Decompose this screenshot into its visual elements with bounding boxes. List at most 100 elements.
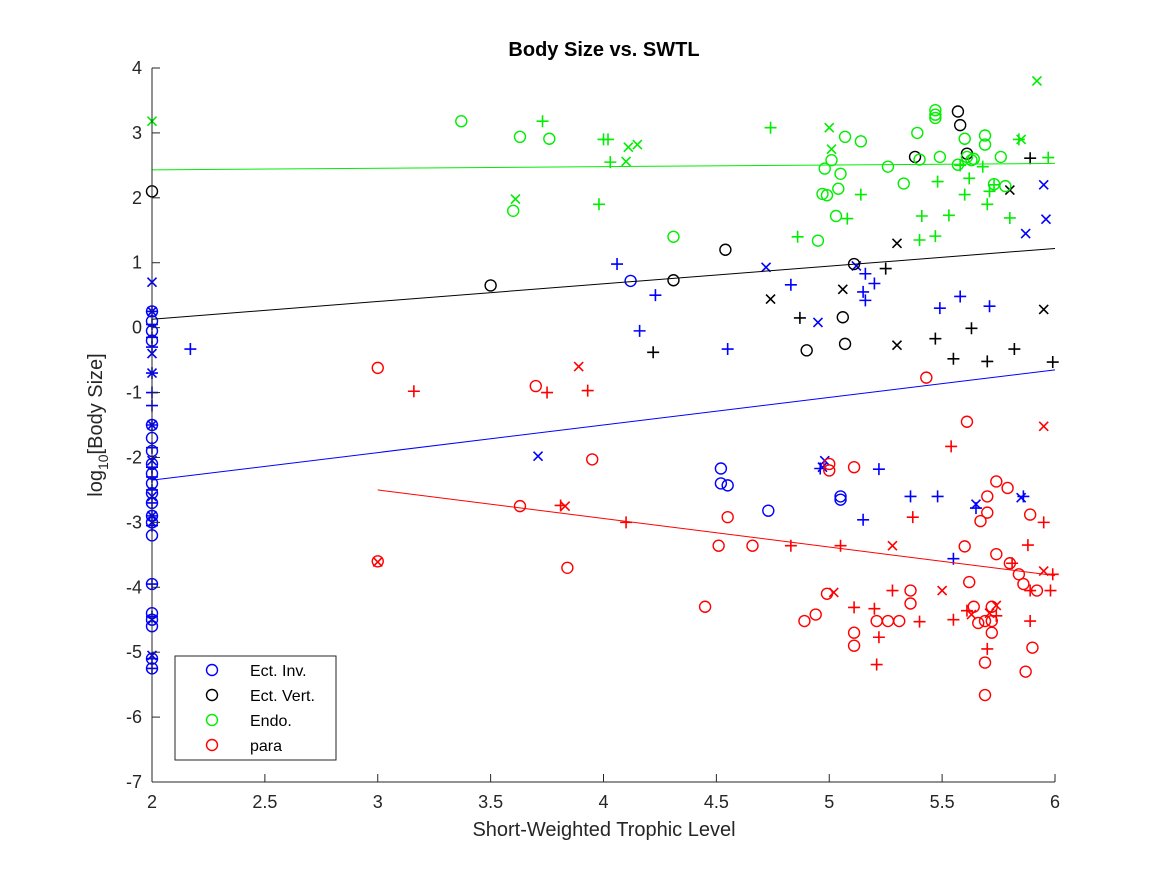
circle-point xyxy=(958,132,971,145)
cross-point xyxy=(1038,179,1049,190)
plus-point xyxy=(647,346,660,359)
plus-point xyxy=(1006,557,1019,570)
circle-point xyxy=(1001,481,1014,495)
circle-point xyxy=(829,209,843,223)
circle-point xyxy=(1019,665,1032,678)
plus-point xyxy=(1046,356,1059,369)
cross-point xyxy=(1038,304,1049,315)
plus-point xyxy=(868,602,881,615)
y-tick-label: -1 xyxy=(126,383,142,403)
circle-point xyxy=(893,614,906,628)
circle-point xyxy=(990,547,1003,561)
x-tick-label: 4 xyxy=(598,792,608,812)
circle-point xyxy=(371,361,384,375)
fit-line xyxy=(151,247,1056,320)
plus-point xyxy=(981,642,994,655)
plus-point xyxy=(793,311,806,324)
fit-lines xyxy=(151,162,1056,577)
circle-point xyxy=(823,457,836,471)
y-tick-label: 1 xyxy=(132,253,142,273)
cross-point xyxy=(887,540,898,551)
plus-point xyxy=(963,172,976,185)
legend-label: Ect. Inv. xyxy=(250,663,307,680)
circle-point xyxy=(586,453,599,466)
cross-point xyxy=(372,556,383,568)
x-tick-label: 2 xyxy=(147,792,157,812)
circle-point xyxy=(981,490,994,503)
y-axis-title-log: log xyxy=(85,470,107,497)
circle-point xyxy=(714,462,728,475)
cross-point xyxy=(1040,214,1052,225)
x-tick-label: 6 xyxy=(1050,792,1060,812)
y-tick-label: 2 xyxy=(132,188,142,208)
circle-point xyxy=(999,179,1012,193)
plus-point xyxy=(592,198,605,211)
circle-point xyxy=(960,415,974,428)
circle-point xyxy=(513,499,527,513)
plus-point xyxy=(848,601,861,614)
plus-point xyxy=(981,355,994,368)
circle-point xyxy=(847,460,861,474)
plus-point xyxy=(870,658,883,671)
cross-point xyxy=(760,262,772,273)
circle-point xyxy=(484,279,497,292)
cross-point xyxy=(826,144,837,155)
cross-point xyxy=(837,284,848,295)
plus-point xyxy=(913,234,926,247)
circle-point xyxy=(721,479,734,492)
plus-point xyxy=(872,631,885,644)
plus-point xyxy=(981,198,994,211)
circle-point xyxy=(721,510,734,524)
circle-point xyxy=(1017,577,1030,591)
y-tick-label: -5 xyxy=(126,642,142,662)
y-tick-label: 0 xyxy=(132,318,142,338)
plus-point xyxy=(649,289,662,302)
circle-point xyxy=(978,614,992,628)
circle-point xyxy=(798,614,811,628)
circle-point xyxy=(904,584,917,597)
cross-point xyxy=(1031,75,1043,87)
circle-point xyxy=(929,111,942,125)
circle-point xyxy=(974,514,987,528)
cross-point xyxy=(812,317,824,328)
x-axis-title: Short-Weighted Trophic Level xyxy=(472,819,735,841)
plus-point xyxy=(954,159,967,172)
x-tick-label: 2.5 xyxy=(252,792,277,812)
x-tick-label: 5 xyxy=(824,792,834,812)
circle-point xyxy=(529,379,542,393)
plus-point xyxy=(958,188,971,201)
circle-point xyxy=(543,132,556,145)
plus-point xyxy=(1046,568,1059,581)
plus-point xyxy=(1042,151,1055,164)
circle-point xyxy=(913,153,926,166)
circle-point xyxy=(823,464,836,477)
plus-point xyxy=(931,490,944,503)
circle-point xyxy=(881,160,895,173)
circle-point xyxy=(965,153,978,167)
circle-point xyxy=(978,129,992,142)
plus-point xyxy=(960,604,973,617)
plus-point xyxy=(947,352,960,365)
cross-point xyxy=(1020,228,1031,239)
plus-point xyxy=(906,511,919,524)
circle-point xyxy=(978,688,992,702)
plus-point xyxy=(954,290,967,303)
circle-point xyxy=(513,130,527,144)
legend-label: Ect. Vert. xyxy=(250,688,315,705)
circle-point xyxy=(897,177,910,190)
plus-point xyxy=(983,300,996,313)
plus-point xyxy=(942,209,955,222)
plus-point xyxy=(868,277,881,290)
cross-point xyxy=(891,238,903,249)
circle-point xyxy=(834,167,847,181)
plus-point xyxy=(1017,490,1030,503)
plus-point xyxy=(1024,152,1037,165)
circle-point xyxy=(811,234,825,247)
circle-point xyxy=(834,490,847,503)
cross-point xyxy=(510,194,521,205)
y-axis-title: log10[Body Size] xyxy=(85,353,111,496)
circle-point xyxy=(1026,641,1039,654)
plus-point xyxy=(541,386,554,399)
plus-point xyxy=(633,324,646,337)
